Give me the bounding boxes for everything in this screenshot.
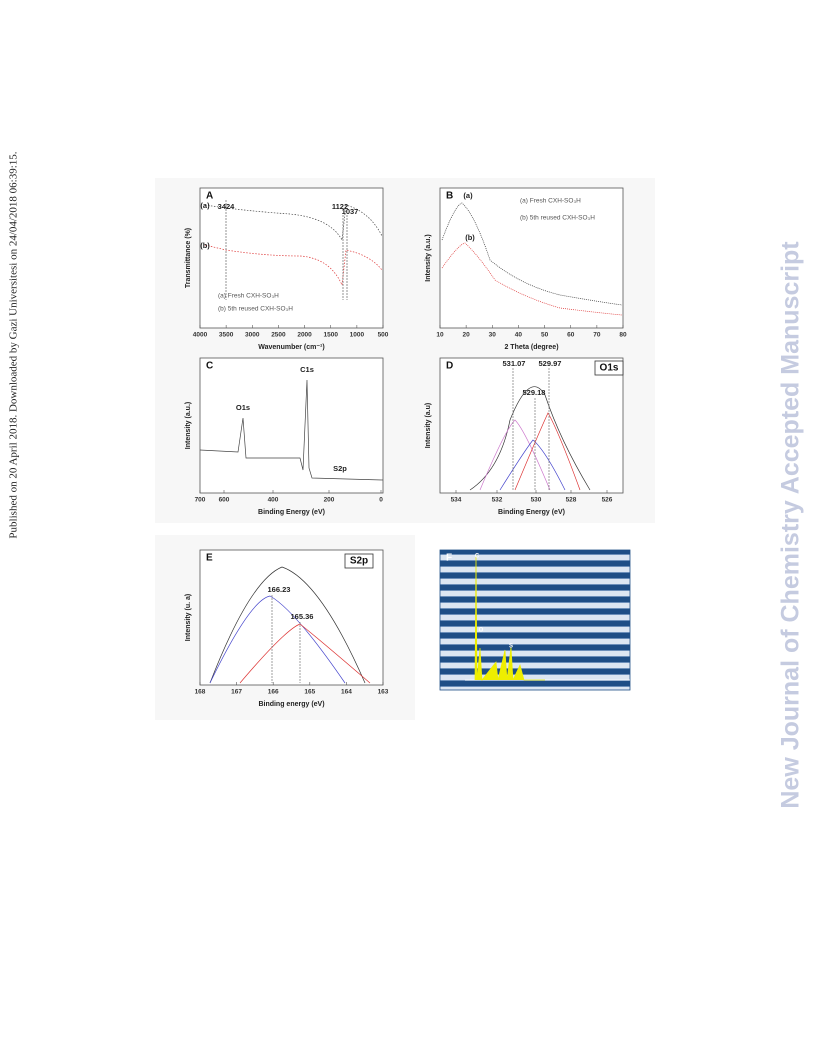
x-tick-label: 200 (324, 497, 335, 504)
x-tick-label: 500 (378, 332, 389, 339)
tag: O1s (600, 363, 619, 374)
panel-label: E (206, 553, 213, 564)
annotation: O (479, 628, 484, 634)
tag: S2p (350, 556, 368, 567)
x-tick-label: 166 (268, 689, 279, 696)
annotation: C1s (300, 365, 314, 374)
panel-frames (199, 187, 631, 691)
x-tick-label: 50 (541, 332, 549, 339)
annotation: (a) (463, 191, 473, 200)
x-axis-title: Binding Energy (eV) (498, 509, 565, 516)
annotation: 166.23 (268, 585, 291, 594)
annotation: 531.07 (503, 359, 526, 368)
x-tick-label: 3000 (245, 332, 260, 339)
x-tick-label: 700 (195, 497, 206, 504)
x-tick-label: 528 (566, 497, 577, 504)
x-tick-label: 2000 (297, 332, 312, 339)
y-axis-title: Intensity (a.u.) (425, 234, 432, 281)
panel-label: A (206, 191, 213, 202)
x-axis-title: 2 Theta (degree) (504, 344, 558, 351)
annotation: S2p (333, 464, 347, 473)
panel-label: C (206, 361, 213, 372)
annotation: S (509, 644, 513, 650)
x-tick-label: 20 (463, 332, 471, 339)
x-tick-label: 600 (219, 497, 230, 504)
legend-entry: (b) 5th reused CXH-SO₃H (218, 306, 293, 313)
legend-entry: (a) Fresh CXH-SO₃H (520, 198, 581, 205)
x-tick-label: 70 (593, 332, 601, 339)
x-axis-title: Wavenumber (cm⁻¹) (258, 344, 324, 351)
x-tick-label: 0 (379, 497, 383, 504)
y-axis-title: Intensity (a.u) (425, 403, 432, 449)
x-tick-label: 30 (489, 332, 497, 339)
x-tick-label: 3500 (219, 332, 234, 339)
x-tick-label: 1500 (323, 332, 338, 339)
side-note: Published on 20 April 2018. Downloaded b… (8, 151, 20, 538)
curves (199, 200, 630, 684)
annotation: 3424 (218, 202, 236, 211)
annotation: O1s (236, 403, 250, 412)
x-tick-label: 164 (341, 689, 352, 696)
x-tick-label: 2500 (271, 332, 286, 339)
legend-entry: (a) Fresh CXH-SO₃H (218, 293, 279, 300)
x-tick-label: 1000 (350, 332, 365, 339)
x-tick-label: 165 (304, 689, 315, 696)
panel-label: F (446, 553, 452, 564)
tag-box (344, 553, 374, 569)
annotation: 1122 (332, 202, 348, 211)
annotation: 1037 (342, 207, 359, 216)
annotation: (a) (200, 201, 210, 210)
y-axis-title: Intensity (a.u.) (185, 402, 192, 449)
x-tick-label: 400 (268, 497, 279, 504)
y-axis-title: Intensity (u. a) (185, 594, 192, 641)
tag-box (594, 360, 624, 376)
x-tick-label: 168 (195, 689, 206, 696)
x-tick-label: 40 (515, 332, 523, 339)
annotation: 165.36 (291, 612, 314, 621)
annotation: (b) (465, 233, 475, 242)
x-tick-label: 534 (451, 497, 462, 504)
x-tick-label: 60 (567, 332, 575, 339)
x-tick-label: 526 (602, 497, 613, 504)
x-axis-title: Binding Energy (eV) (258, 509, 325, 516)
annotation: C (475, 554, 480, 560)
x-tick-label: 167 (231, 689, 242, 696)
x-axis-title: Binding energy (eV) (258, 701, 324, 708)
panel-label: B (446, 191, 453, 202)
x-tick-label: 163 (378, 689, 389, 696)
x-tick-label: 530 (531, 497, 542, 504)
annotation: (b) (200, 241, 210, 250)
y-axis-title: Transmittance (%) (185, 228, 192, 288)
panel-label: D (446, 361, 453, 372)
x-tick-label: 80 (619, 332, 627, 339)
annotation: 529.97 (539, 359, 562, 368)
x-tick-label: 532 (492, 497, 503, 504)
annotation: 529.18 (523, 388, 546, 397)
x-tick-label: 10 (436, 332, 444, 339)
legend-entry: (b) 5th reused CXH-SO₃H (520, 215, 595, 222)
x-tick-label: 4000 (193, 332, 208, 339)
watermark: New Journal of Chemistry Accepted Manusc… (777, 241, 805, 809)
